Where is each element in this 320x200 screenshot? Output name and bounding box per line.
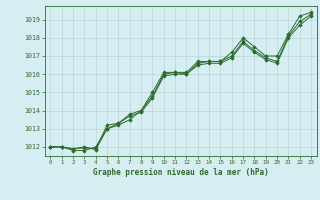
X-axis label: Graphe pression niveau de la mer (hPa): Graphe pression niveau de la mer (hPa) [93, 168, 269, 177]
